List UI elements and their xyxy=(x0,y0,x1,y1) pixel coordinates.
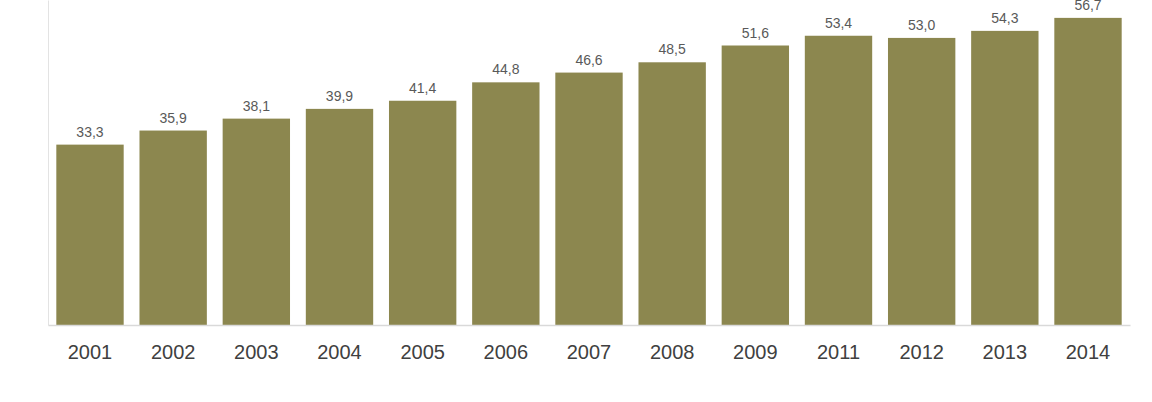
x-tick: 2012 xyxy=(899,325,944,363)
bar xyxy=(1054,18,1121,325)
x-tick: 2005 xyxy=(400,325,445,363)
x-tick: 2002 xyxy=(151,325,196,363)
x-tick-label: 2003 xyxy=(234,341,279,363)
x-tick-label: 2013 xyxy=(983,341,1028,363)
bar xyxy=(472,82,539,325)
x-tick: 2008 xyxy=(650,325,695,363)
x-tick: 2009 xyxy=(733,325,778,363)
x-tick: 2004 xyxy=(317,325,362,363)
y-axis xyxy=(48,1,49,326)
x-tick: 2001 xyxy=(68,325,113,363)
x-tick-label: 2014 xyxy=(1066,341,1111,363)
bar xyxy=(638,62,705,325)
y-axis-line xyxy=(48,1,49,326)
x-axis: 2001 2002 2003 2004 2005 2006 2007 2008 2009 2011… xyxy=(49,325,1131,363)
bar xyxy=(888,38,955,325)
x-tick-label: 2001 xyxy=(68,341,113,363)
x-tick-label: 2012 xyxy=(899,341,944,363)
bar xyxy=(722,46,789,326)
x-tick-label: 2011 xyxy=(817,341,860,363)
x-tick-label: 2008 xyxy=(650,341,695,363)
chart-container: 2001 2002 2003 2004 2005 2006 2007 2008 2009 2011… xyxy=(0,0,1152,402)
data-label: 48,5 xyxy=(659,41,686,57)
data-label: 56,7 xyxy=(1074,0,1101,13)
x-tick-label: 2002 xyxy=(151,341,196,363)
data-label: 33,3 xyxy=(76,124,103,140)
bar xyxy=(805,36,872,325)
bars xyxy=(56,18,1121,325)
bar xyxy=(56,145,123,325)
data-labels: 33,3 35,9 38,1 39,9 41,4 44,8 46,6 48,5 51,6 53,4… xyxy=(76,0,1101,140)
x-tick: 2011 xyxy=(817,325,860,363)
x-tick: 2013 xyxy=(983,325,1028,363)
x-tick-label: 2007 xyxy=(567,341,612,363)
x-tick: 2014 xyxy=(1066,325,1111,363)
x-tick-label: 2006 xyxy=(484,341,529,363)
x-tick: 2006 xyxy=(484,325,529,363)
x-tick-label: 2005 xyxy=(400,341,445,363)
data-label: 39,9 xyxy=(326,88,353,104)
data-label: 41,4 xyxy=(409,80,436,96)
x-axis-line xyxy=(49,325,1131,327)
data-label: 51,6 xyxy=(742,25,769,41)
bar xyxy=(971,31,1038,325)
bar xyxy=(223,119,290,325)
x-tick-label: 2009 xyxy=(733,341,778,363)
plot-area: 2001 2002 2003 2004 2005 2006 2007 2008 2009 2011… xyxy=(49,0,1131,363)
data-label: 44,8 xyxy=(492,61,519,77)
x-tick: 2007 xyxy=(567,325,612,363)
data-label: 53,0 xyxy=(908,17,935,33)
data-label: 46,6 xyxy=(575,52,602,68)
bar xyxy=(389,101,456,325)
data-label: 38,1 xyxy=(243,98,270,114)
data-label: 54,3 xyxy=(991,10,1018,26)
x-tick: 2003 xyxy=(234,325,279,363)
data-label: 53,4 xyxy=(825,15,852,31)
data-label: 35,9 xyxy=(160,110,187,126)
bar xyxy=(139,131,206,325)
x-tick-label: 2004 xyxy=(317,341,362,363)
chart-svg: 2001 2002 2003 2004 2005 2006 2007 2008 2009 2011… xyxy=(0,0,1152,402)
bar xyxy=(555,73,622,325)
bar xyxy=(306,109,373,325)
